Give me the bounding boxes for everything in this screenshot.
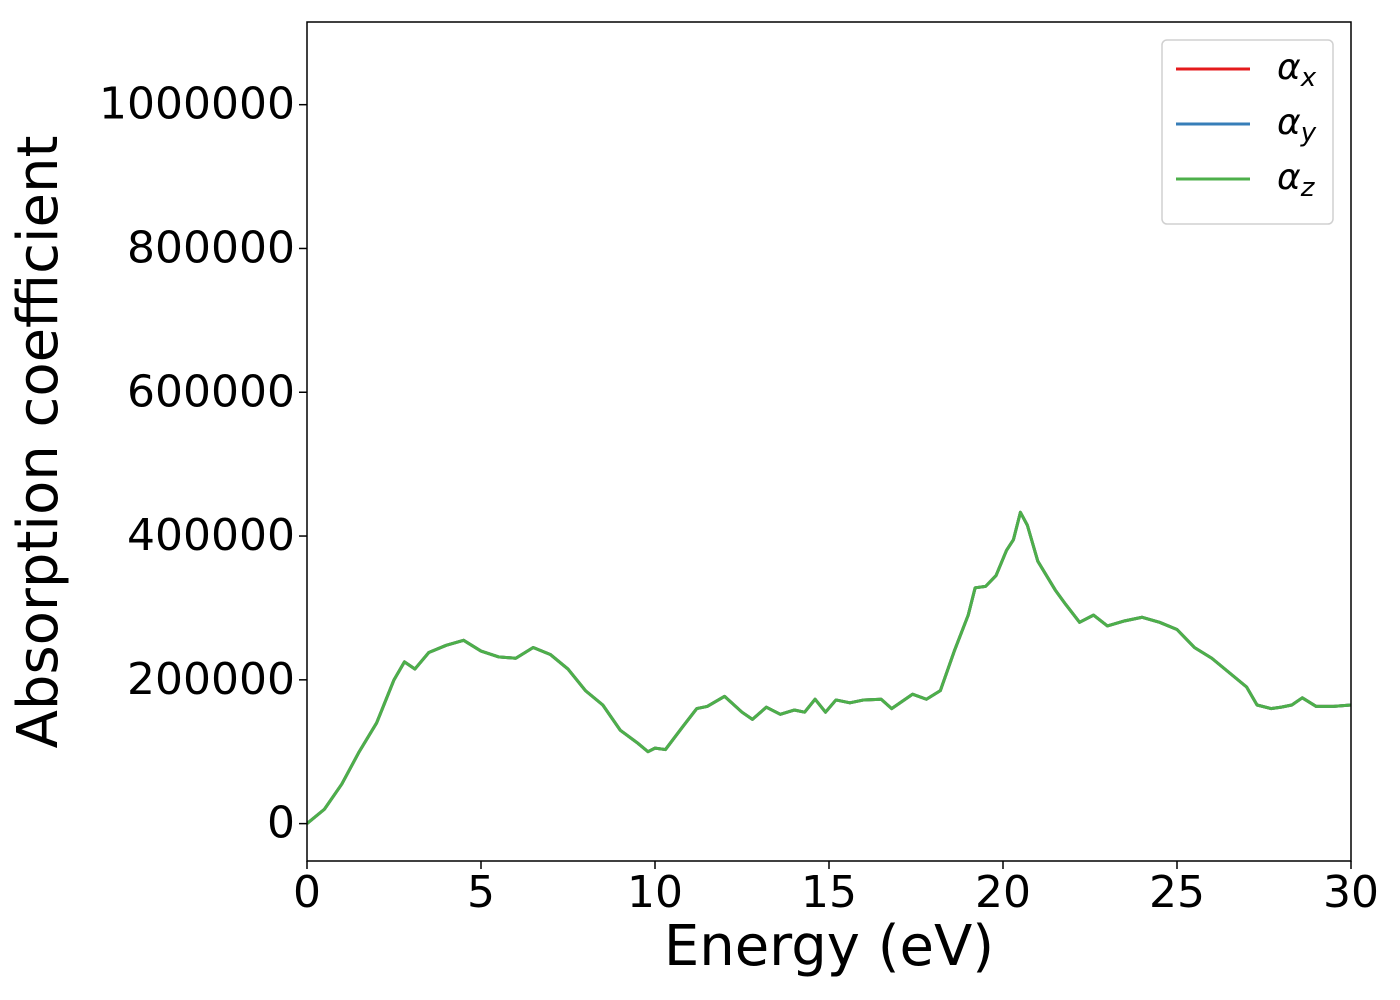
plot-frame [306, 21, 1352, 862]
x-tick-label: 20 [975, 867, 1031, 918]
y-tick-label: 1000000 [99, 79, 295, 130]
x-tick-label: 10 [627, 867, 683, 918]
x-tick-label: 30 [1323, 867, 1379, 918]
x-axis-label: Energy (eV) [664, 914, 994, 979]
data-line [307, 510, 1351, 825]
y-tick-label: 200000 [127, 654, 295, 705]
x-tick-label: 25 [1149, 867, 1205, 918]
data-line [307, 510, 1351, 825]
y-axis-label: Absorption coefficient [6, 136, 71, 749]
legend-label: αz [1277, 157, 1316, 203]
x-tick-label: 15 [801, 867, 857, 918]
y-tick-label: 600000 [127, 366, 295, 417]
y-tick-label: 800000 [127, 222, 295, 273]
data-line [307, 510, 1351, 825]
y-tick-label: 400000 [127, 510, 295, 561]
x-tick-label: 5 [467, 867, 495, 918]
y-tick-label: 0 [267, 798, 295, 849]
x-tick-label: 0 [293, 867, 321, 918]
